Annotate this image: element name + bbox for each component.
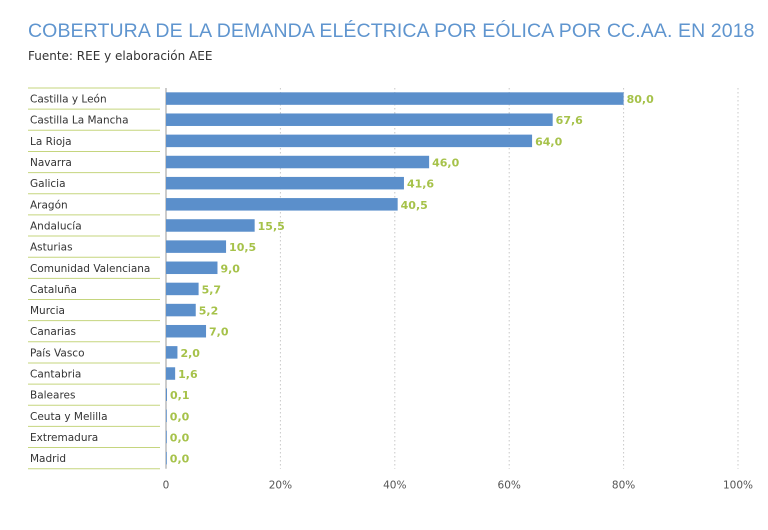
- data-label: 0,0: [170, 453, 190, 466]
- category-label: Castilla La Mancha: [30, 115, 129, 127]
- data-label: 5,7: [202, 283, 222, 296]
- category-label: Asturias: [30, 242, 73, 254]
- data-label: 0,1: [170, 389, 190, 402]
- category-label: Extremadura: [30, 432, 98, 444]
- category-label: Aragón: [30, 199, 68, 211]
- category-label: La Rioja: [30, 136, 72, 148]
- x-tick-label: 0: [163, 480, 170, 492]
- bar: [166, 155, 430, 169]
- data-label: 80,0: [627, 93, 654, 106]
- category-label: Cataluña: [30, 284, 77, 296]
- bar: [166, 451, 167, 465]
- bar: [166, 409, 167, 423]
- bar: [166, 198, 398, 211]
- chart-title: COBERTURA DE LA DEMANDA ELÉCTRICA POR EÓ…: [28, 20, 755, 42]
- category-label: Navarra: [30, 157, 72, 169]
- category-label: Baleares: [30, 390, 75, 402]
- bar: [166, 134, 533, 148]
- data-label: 7,0: [209, 326, 229, 339]
- bar: [166, 282, 199, 296]
- bar: [166, 240, 227, 253]
- data-label: 2,0: [180, 347, 200, 360]
- data-label: 15,5: [258, 220, 285, 233]
- data-label: 0,0: [170, 410, 190, 423]
- bar: [166, 261, 218, 275]
- category-label: Castilla y León: [30, 94, 107, 106]
- x-tick-label: 40%: [383, 480, 406, 492]
- data-label: 46,0: [432, 157, 459, 170]
- bar: [166, 388, 167, 401]
- bar: [166, 113, 553, 126]
- data-label: 40,5: [401, 199, 428, 212]
- category-label: Madrid: [30, 453, 66, 465]
- x-tick-label: 60%: [498, 480, 521, 492]
- data-label: 9,0: [220, 262, 240, 275]
- category-label: Canarias: [30, 326, 76, 338]
- category-label: País Vasco: [30, 347, 85, 359]
- x-tick-label: 20%: [269, 480, 292, 492]
- bar: [166, 219, 255, 232]
- data-label: 10,5: [229, 241, 256, 254]
- bar: [166, 367, 176, 380]
- category-label: Cantabria: [30, 369, 81, 381]
- bar: [166, 346, 178, 359]
- category-label: Comunidad Valenciana: [30, 263, 150, 275]
- category-label: Andalucía: [30, 220, 82, 232]
- data-label: 67,6: [556, 114, 583, 127]
- category-label: Ceuta y Melilla: [30, 411, 108, 423]
- bar: [166, 303, 196, 317]
- data-label: 5,2: [199, 305, 219, 318]
- data-label: 0,0: [170, 431, 190, 444]
- category-label: Galicia: [30, 178, 66, 190]
- bar: [166, 92, 624, 105]
- x-tick-label: 80%: [612, 480, 635, 492]
- data-label: 1,6: [178, 368, 198, 381]
- bar: [166, 430, 167, 444]
- x-tick-label: 100%: [723, 480, 753, 492]
- data-label: 64,0: [535, 135, 562, 148]
- chart-subtitle: Fuente: REE y elaboración AEE: [28, 49, 213, 63]
- bar: [166, 176, 404, 190]
- bar: [166, 324, 207, 338]
- data-label: 41,6: [407, 178, 434, 191]
- category-label: Murcia: [30, 305, 65, 317]
